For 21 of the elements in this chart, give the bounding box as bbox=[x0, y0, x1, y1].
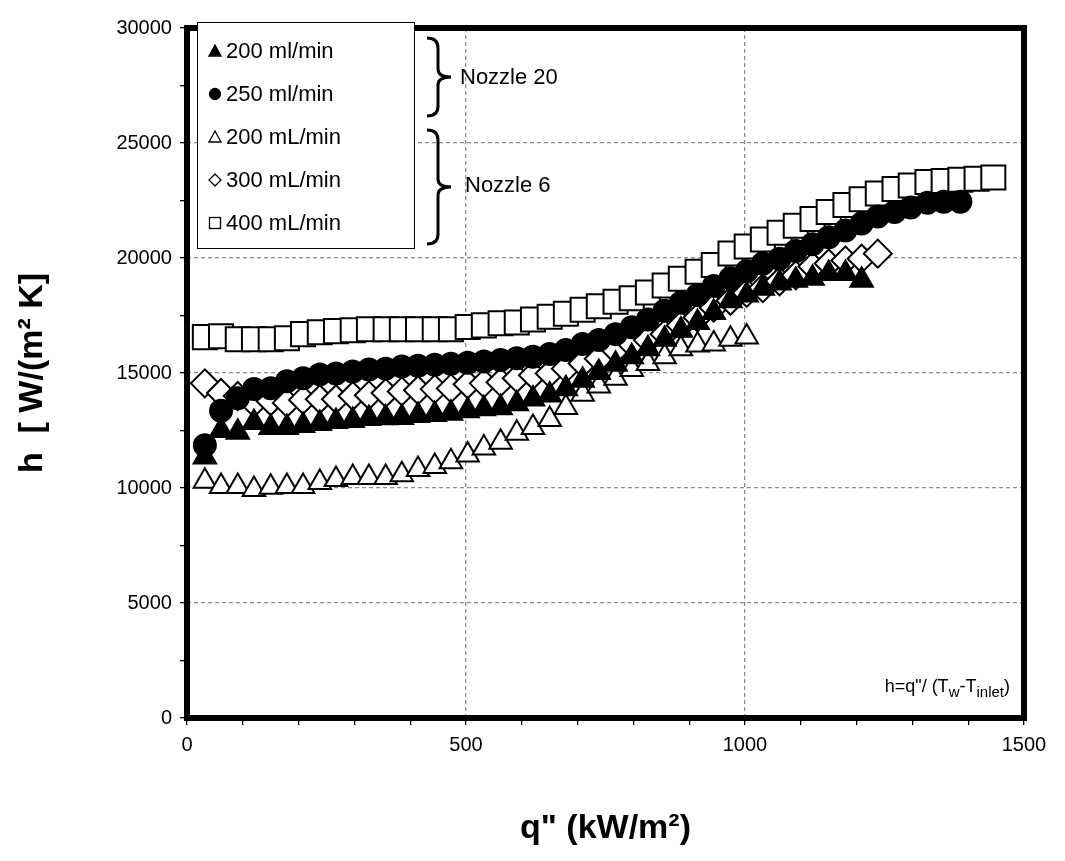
y-tick-label: 10000 bbox=[116, 475, 172, 498]
legend-label: 400 mL/min bbox=[226, 209, 341, 236]
x-tick-label: 1500 bbox=[1001, 732, 1047, 755]
annotation: h=q"/ (T$_{w}$-T$_{inlet}$) bbox=[884, 676, 1010, 700]
y-tick-label: 5000 bbox=[127, 590, 172, 613]
legend-label: 200 mL/min bbox=[226, 123, 341, 150]
y-tick-label: 15000 bbox=[116, 360, 172, 383]
legend-label: 300 mL/min bbox=[226, 166, 341, 193]
y-tick-label: 20000 bbox=[116, 245, 172, 268]
x-axis-title: q" (kW/m²) bbox=[520, 806, 691, 845]
x-tick-label: 500 bbox=[449, 732, 483, 755]
x-tick-label: 1000 bbox=[722, 732, 768, 755]
annotation: Nozzle 6 bbox=[465, 172, 551, 198]
y-tick-label: 25000 bbox=[116, 130, 172, 153]
y-axis-title: h [ W/(m² K] bbox=[10, 272, 49, 474]
legend-label: 200 ml/min bbox=[226, 37, 334, 64]
y-tick-label: 0 bbox=[160, 705, 172, 728]
annotation: Nozzle 20 bbox=[460, 64, 558, 90]
y-tick-label: 30000 bbox=[116, 15, 172, 38]
x-tick-label: 0 bbox=[181, 732, 193, 755]
legend-label: 250 ml/min bbox=[226, 80, 334, 107]
